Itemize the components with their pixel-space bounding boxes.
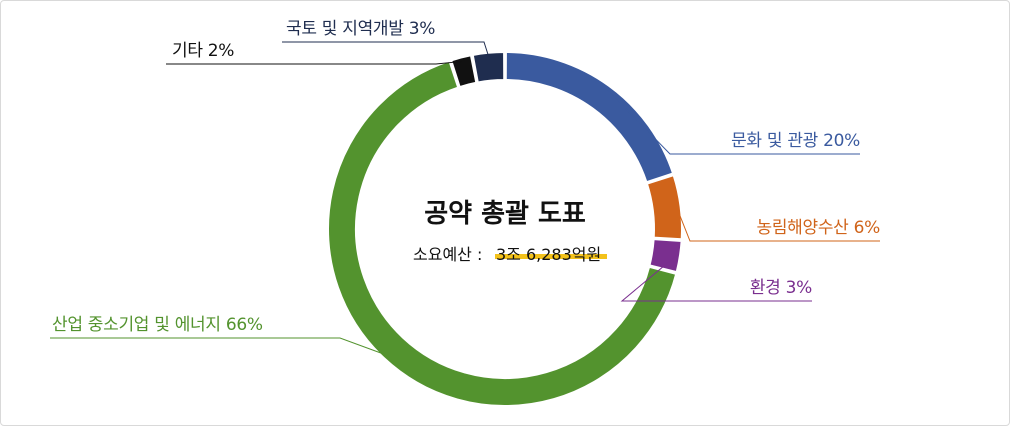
leader-line [676,207,880,242]
leader-line [620,255,812,302]
budget-label: 소요예산 : [413,245,482,264]
slice-label: 기타 2% [172,41,234,61]
leader-line [50,337,387,356]
slice-label: 산업 중소기업 및 에너지 66% [52,315,263,335]
donut-slice [648,238,683,274]
chart-title: 공약 총괄 도표 [424,199,586,229]
slice-label: 국토 및 지역개발 3% [286,19,435,39]
donut-slice [645,173,683,241]
slice-label: 문화 및 관광 20% [731,131,860,151]
leader-line [606,88,860,155]
budget-highlight [495,254,607,259]
donut-slice [471,50,506,84]
slice-label: 환경 3% [750,278,812,298]
leader-line [282,41,490,57]
donut-slice [327,59,678,407]
slice-label: 농림해양수산 6% [756,218,880,238]
leader-line [166,60,463,65]
donut-slice [449,54,478,89]
donut-slice [504,50,675,184]
budget-value: 3조 6,283억원 [496,245,601,264]
